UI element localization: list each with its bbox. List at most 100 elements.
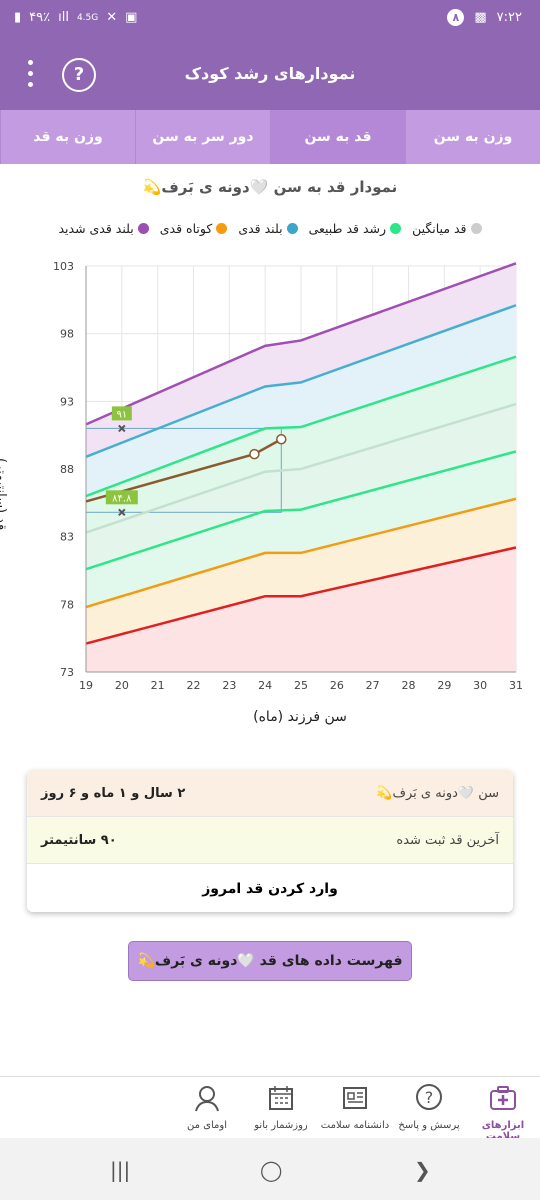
- nav-health-tools[interactable]: ابزارهای سلامت: [466, 1083, 540, 1142]
- legend-dot: [216, 223, 228, 234]
- marker-cross: [118, 508, 126, 517]
- nav-calendar[interactable]: روزشمار بانو: [244, 1083, 318, 1139]
- marker-label-bg: [105, 490, 138, 505]
- svg-text:?: ?: [425, 1088, 434, 1107]
- nav-label: اومای من: [187, 1120, 227, 1131]
- x-tick-label: 31: [509, 679, 523, 692]
- chart-tabs: وزن به قد دور سر به سن قد به سن وزن به س…: [0, 110, 540, 164]
- height-for-age-chart[interactable]: 19 20 21 22 23 24 25 26 27 28 29 30 31 73 78 83 88 93 98 10…: [0, 250, 540, 700]
- x-tick-label: 29: [437, 679, 451, 692]
- recent-apps-icon[interactable]: |||: [110, 1158, 131, 1182]
- band-fill: [86, 263, 516, 457]
- child-data-point: [249, 448, 260, 460]
- y-tick-label: 98: [60, 328, 74, 341]
- nav-encyclopedia[interactable]: دانشنامه سلامت: [318, 1083, 392, 1139]
- question-bubble-icon: ?: [416, 1084, 442, 1110]
- home-icon[interactable]: ◯: [260, 1158, 283, 1182]
- nav-label: پرسش و پاسخ: [398, 1120, 460, 1131]
- band-fill: [86, 305, 516, 497]
- battery-level: ۴۹٪: [29, 10, 51, 25]
- last-height-label: آخرین قد ثبت شده: [396, 832, 499, 848]
- calendar-icon: [269, 1086, 293, 1110]
- last-height-value: ۹۰ سانتیمتر: [41, 832, 117, 848]
- legend-label: رشد قد طبیعی: [308, 221, 387, 236]
- avatar-icon: [195, 1086, 219, 1112]
- band-fill: [86, 498, 516, 644]
- enter-height-button[interactable]: وارد کردن قد امروز: [27, 864, 513, 912]
- y-tick-label: 103: [53, 260, 74, 273]
- system-nav-bar: ||| ◯ ❯: [0, 1138, 540, 1200]
- x-tick-label: 26: [330, 679, 344, 692]
- x-tick-label: 27: [366, 679, 380, 692]
- x-tick-label: 21: [151, 679, 165, 692]
- percentile-line: [85, 304, 517, 458]
- percentile-line: [85, 546, 517, 645]
- clock: ۷:۲۲: [496, 10, 522, 25]
- age-value: ۲ سال و ۱ ماه و ۶ روز: [41, 785, 186, 801]
- legend-item-short[interactable]: کوتاه قدی: [160, 221, 228, 236]
- band-fill: [86, 451, 516, 608]
- height-data-list-button[interactable]: فهرست داده های قد 🤍دونه ی بَرف💫: [128, 941, 412, 981]
- x-tick-label: 25: [294, 679, 308, 692]
- network-type: 4.5G: [76, 12, 99, 23]
- x-tick-label: 24: [258, 679, 272, 692]
- marker-label: ۸۴.۸: [112, 493, 132, 504]
- back-icon[interactable]: ❯: [414, 1158, 431, 1182]
- legend-dot: [137, 223, 149, 234]
- percentile-line: [85, 450, 517, 571]
- percentile-line: [85, 497, 517, 609]
- x-axis-label: سن فرزند (ماه): [253, 709, 347, 725]
- tab-head-circumference[interactable]: دور سر به سن: [135, 110, 270, 164]
- x-tick-label: 23: [222, 679, 236, 692]
- nav-profile[interactable]: اومای من: [170, 1083, 244, 1139]
- legend-dot: [470, 223, 482, 234]
- nav-label: روزشمار بانو: [254, 1120, 308, 1131]
- nav-label: دانشنامه سلامت: [320, 1120, 390, 1131]
- tab-weight-for-height[interactable]: وزن به قد: [0, 110, 135, 164]
- nav-qa[interactable]: ? پرسش و پاسخ: [392, 1083, 466, 1139]
- percentile-line: [85, 262, 517, 426]
- y-tick-label: 78: [60, 598, 74, 611]
- legend-item-average[interactable]: قد میانگین: [412, 221, 482, 236]
- y-tick-label: 83: [60, 531, 74, 544]
- first-aid-kit-icon: [490, 1086, 516, 1110]
- newspaper-icon: [343, 1087, 367, 1109]
- mute-icon: ✕: [106, 10, 118, 25]
- page-title: نمودارهای رشد کودک: [184, 64, 356, 83]
- tab-weight-for-age[interactable]: وزن به سن: [405, 110, 540, 164]
- percentile-line: [85, 355, 517, 498]
- age-row: سن 🤍دونه ی بَرف💫 ۲ سال و ۱ ماه و ۶ روز: [27, 770, 513, 817]
- band-fill: [86, 404, 516, 570]
- legend-label: کوتاه قدی: [159, 221, 213, 236]
- band-fill: [86, 547, 516, 672]
- legend-label: بلند قدی: [238, 221, 283, 236]
- bottom-nav: ابزارهای سلامت ? پرسش و پاسخ دانشنامه سل…: [0, 1076, 540, 1142]
- more-menu-icon[interactable]: [22, 58, 38, 90]
- nav-label: ابزارهای سلامت: [481, 1120, 525, 1142]
- signal-icon: ıll: [58, 10, 69, 25]
- legend-item-very-tall[interactable]: بلند قدی شدید: [58, 221, 149, 236]
- x-tick-label: 22: [187, 679, 201, 692]
- child-data-point: [276, 433, 287, 445]
- battery-icon: ▮: [14, 10, 22, 25]
- legend-label: قد میانگین: [412, 221, 467, 236]
- help-icon[interactable]: ?: [62, 58, 96, 92]
- height-row: آخرین قد ثبت شده ۹۰ سانتیمتر: [27, 817, 513, 864]
- legend-label: بلند قدی شدید: [58, 221, 134, 236]
- tab-height-for-age[interactable]: قد به سن: [270, 110, 405, 164]
- legend-dot: [390, 223, 402, 234]
- marker-cross: [118, 424, 126, 433]
- y-axis-label: قد (سانتیمتر): [0, 458, 8, 531]
- x-tick-label: 28: [402, 679, 416, 692]
- legend-dot: [286, 223, 298, 234]
- chart-legend: بلند قدی شدید کوتاه قدی بلند قدی رشد قد …: [0, 221, 540, 236]
- y-tick-label: 88: [60, 463, 74, 476]
- status-bar: ▮ ۴۹٪ ıll 4.5G ✕ ▣ ۸ ▩ ۷:۲۲: [0, 0, 540, 38]
- legend-item-normal[interactable]: رشد قد طبیعی: [309, 221, 402, 236]
- info-card: سن 🤍دونه ی بَرف💫 ۲ سال و ۱ ماه و ۶ روز آ…: [27, 770, 513, 912]
- marker-label: ۹۱: [116, 409, 127, 420]
- sim-icon: ▣: [125, 10, 138, 25]
- marker-label-bg: [111, 406, 132, 421]
- legend-item-tall[interactable]: بلند قدی: [238, 221, 298, 236]
- percentile-line: [85, 402, 517, 534]
